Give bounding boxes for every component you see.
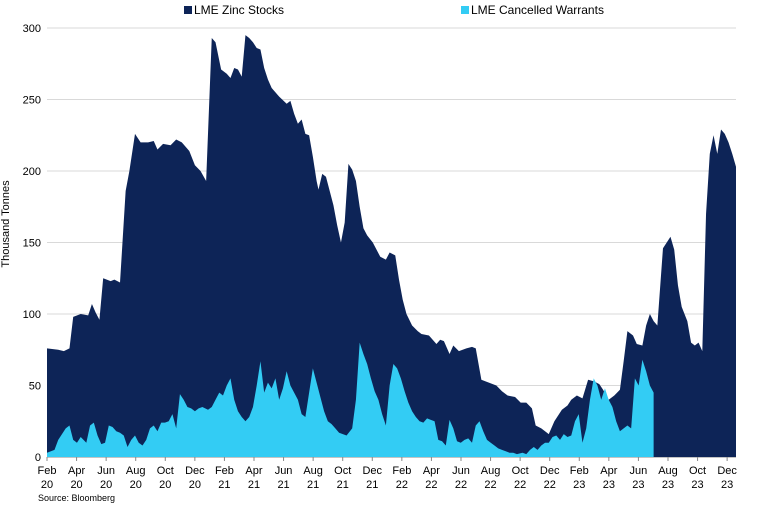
area-cancelled-warrants [47,342,654,457]
y-tick-label: 150 [23,238,41,250]
x-tick-label-year: 21 [277,479,289,491]
y-axis: 0 50 100 150 200 250 300 [23,23,41,464]
x-tick-label-year: 23 [573,479,585,491]
x-tick-label-month: Dec [717,465,737,477]
x-tick-label-month: Feb [392,465,411,477]
x-tick-label-year: 22 [396,479,408,491]
x-tick-label-year: 23 [662,479,674,491]
x-tick-label-year: 20 [189,479,201,491]
y-tick-label: 100 [23,309,41,321]
x-tick-label-month: Feb [215,465,234,477]
x-tick-label-year: 21 [366,479,378,491]
x-tick-label-year: 21 [307,479,319,491]
source-note: Source: Bloomberg [38,493,116,503]
area-zinc-stocks [47,35,736,458]
x-tick-label-month: Aug [126,465,146,477]
y-tick-label: 250 [23,95,41,107]
x-tick-label-month: Apr [68,465,85,477]
x-tick-label-year: 20 [159,479,171,491]
x-tick-label-month: Feb [570,465,589,477]
x-tick-label-year: 20 [100,479,112,491]
x-tick-label-year: 20 [130,479,142,491]
x-tick-label-year: 23 [691,479,703,491]
x-tick-label-year: 23 [721,479,733,491]
x-tick-label-month: Oct [334,465,351,477]
area-series [47,35,736,458]
legend: LME Zinc Stocks LME Cancelled Warrants [184,3,604,17]
x-tick-label-year: 20 [41,479,53,491]
x-axis: Feb 20 Apr 20 Jun 20 Aug 20 Oct 20 Dec 20 Feb 21 Apr 21… [38,457,737,491]
x-tick-label-month: Aug [481,465,501,477]
x-tick-label-month: Dec [185,465,205,477]
x-tick-label-year: 22 [455,479,467,491]
x-tick-label-year: 22 [425,479,437,491]
x-tick-label-month: Dec [540,465,560,477]
x-tick-label-month: Apr [600,465,617,477]
x-tick-label-month: Aug [658,465,678,477]
x-tick-label-year: 22 [484,479,496,491]
x-tick-label-month: Aug [303,465,323,477]
y-tick-label: 50 [29,381,41,393]
x-tick-label-year: 20 [70,479,82,491]
x-tick-label-year: 21 [337,479,349,491]
legend-label-zinc-stocks: LME Zinc Stocks [194,3,284,17]
x-tick-label-month: Dec [362,465,382,477]
x-tick-label-month: Jun [630,465,648,477]
x-tick-label-month: Oct [157,465,174,477]
y-tick-label: 0 [35,452,41,464]
x-tick-label-month: Jun [452,465,470,477]
x-tick-label-month: Jun [275,465,293,477]
x-tick-label-month: Oct [689,465,706,477]
x-tick-label-month: Jun [97,465,115,477]
x-tick-label-year: 22 [514,479,526,491]
x-tick-label-year: 21 [248,479,260,491]
x-tick-label-year: 23 [632,479,644,491]
y-tick-label: 200 [23,166,41,178]
x-tick-label-year: 23 [603,479,615,491]
x-tick-label-month: Oct [512,465,529,477]
y-axis-label: Thousand Tonnes [0,180,12,268]
x-tick-label-month: Feb [38,465,57,477]
legend-label-cancelled-warrants: LME Cancelled Warrants [471,3,604,17]
x-tick-label-year: 22 [544,479,556,491]
x-tick-label-month: Apr [245,465,262,477]
legend-swatch-cancelled-warrants [461,6,469,14]
y-tick-label: 300 [23,23,41,35]
x-tick-label-month: Apr [423,465,440,477]
x-tick-label-year: 21 [218,479,230,491]
legend-swatch-zinc-stocks [184,6,192,14]
